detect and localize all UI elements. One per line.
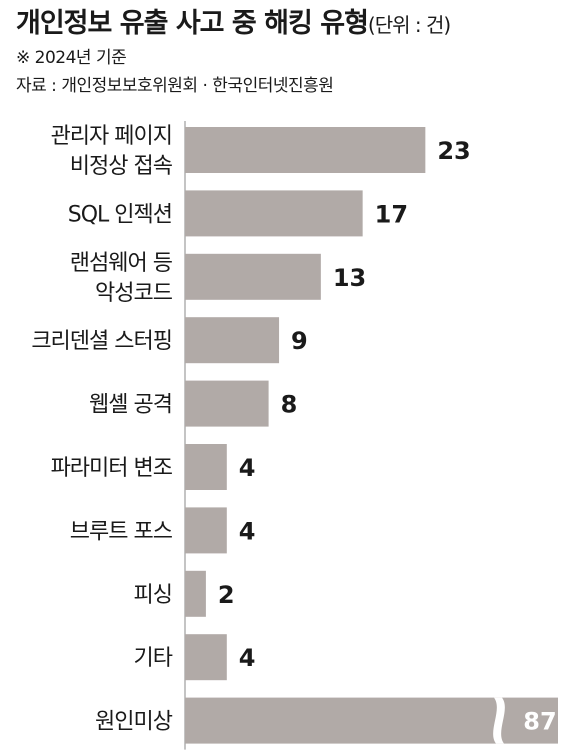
bar [185, 317, 280, 364]
bar [185, 570, 206, 617]
category-label: 비정상 접속 [70, 154, 173, 179]
note-text: ※ 2024년 기준 [16, 48, 127, 68]
axis-break-mark [493, 697, 505, 744]
category-label: 원인미상 [95, 710, 173, 735]
bar [185, 507, 227, 554]
value-label: 87 [523, 708, 556, 736]
value-label: 2 [218, 581, 235, 609]
chart-header: 개인정보 유출 사고 중 해킹 유형(단위 : 건) ※ 2024년 기준 자료… [16, 4, 566, 100]
bar [185, 253, 321, 300]
category-label: 브루트 포스 [70, 519, 173, 544]
value-label: 4 [239, 644, 256, 672]
value-label: 23 [437, 137, 470, 165]
category-label: 랜섬웨어 등 [70, 251, 173, 276]
category-label: 피싱 [134, 583, 172, 608]
value-label: 9 [291, 327, 308, 355]
unit-label: (단위 : 건) [367, 13, 451, 37]
bar [185, 190, 363, 237]
title-row: 개인정보 유출 사고 중 해킹 유형(단위 : 건) [16, 4, 566, 44]
bar [185, 634, 227, 681]
value-label: 17 [375, 200, 408, 228]
category-label: 기타 [134, 646, 173, 671]
chart-title: 개인정보 유출 사고 중 해킹 유형 [16, 8, 369, 39]
value-label: 4 [239, 454, 256, 482]
value-label: 4 [239, 517, 256, 545]
bar [185, 127, 426, 173]
category-label: 파라미터 변조 [51, 456, 173, 481]
source-text: 자료 : 개인정보보호위원회 · 한국인터넷진흥원 [16, 76, 334, 96]
bar [185, 444, 227, 490]
category-label: 악성코드 [95, 281, 173, 306]
category-label: 웹셸 공격 [89, 393, 172, 418]
category-label: 크리덴셜 스터핑 [31, 329, 172, 354]
category-label: SQL 인젝션 [68, 202, 172, 227]
category-label: 관리자 페이지 [51, 124, 172, 149]
value-label: 13 [333, 264, 366, 292]
bar [185, 380, 269, 427]
value-label: 8 [281, 391, 298, 419]
